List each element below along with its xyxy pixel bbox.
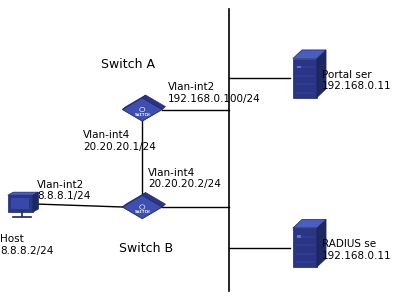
Circle shape — [140, 108, 144, 111]
Polygon shape — [8, 195, 33, 212]
Text: Vlan-int4
20.20.20.1/24: Vlan-int4 20.20.20.1/24 — [83, 130, 156, 152]
Polygon shape — [142, 193, 166, 207]
Bar — [297, 236, 301, 238]
Text: Host
8.8.8.2/24: Host 8.8.8.2/24 — [0, 234, 53, 256]
Polygon shape — [122, 98, 162, 121]
Text: SWITCH: SWITCH — [134, 210, 150, 214]
Circle shape — [141, 206, 144, 208]
Text: Switch A: Switch A — [101, 58, 154, 70]
Circle shape — [141, 108, 144, 111]
Polygon shape — [122, 195, 162, 219]
Circle shape — [140, 205, 144, 209]
Polygon shape — [317, 219, 326, 267]
Polygon shape — [122, 193, 146, 207]
Polygon shape — [293, 58, 317, 98]
Polygon shape — [142, 95, 166, 109]
Text: Vlan-int2
8.8.8.1/24: Vlan-int2 8.8.8.1/24 — [37, 180, 90, 201]
Text: RADIUS se
192.168.0.11: RADIUS se 192.168.0.11 — [322, 239, 391, 261]
Polygon shape — [317, 50, 326, 98]
Text: Switch B: Switch B — [119, 242, 173, 254]
Text: Vlan-int4
20.20.20.2/24: Vlan-int4 20.20.20.2/24 — [148, 168, 221, 189]
Polygon shape — [12, 216, 31, 217]
Polygon shape — [11, 198, 30, 209]
Text: SWITCH: SWITCH — [134, 113, 150, 117]
Bar — [297, 66, 301, 68]
Polygon shape — [33, 192, 38, 212]
Text: Vlan-int2
192.168.0.100/24: Vlan-int2 192.168.0.100/24 — [168, 82, 261, 104]
Polygon shape — [293, 219, 326, 228]
Polygon shape — [8, 192, 38, 195]
Polygon shape — [293, 50, 326, 58]
Text: Portal ser
192.168.0.11: Portal ser 192.168.0.11 — [322, 70, 391, 91]
Polygon shape — [122, 95, 146, 109]
Polygon shape — [293, 228, 317, 267]
